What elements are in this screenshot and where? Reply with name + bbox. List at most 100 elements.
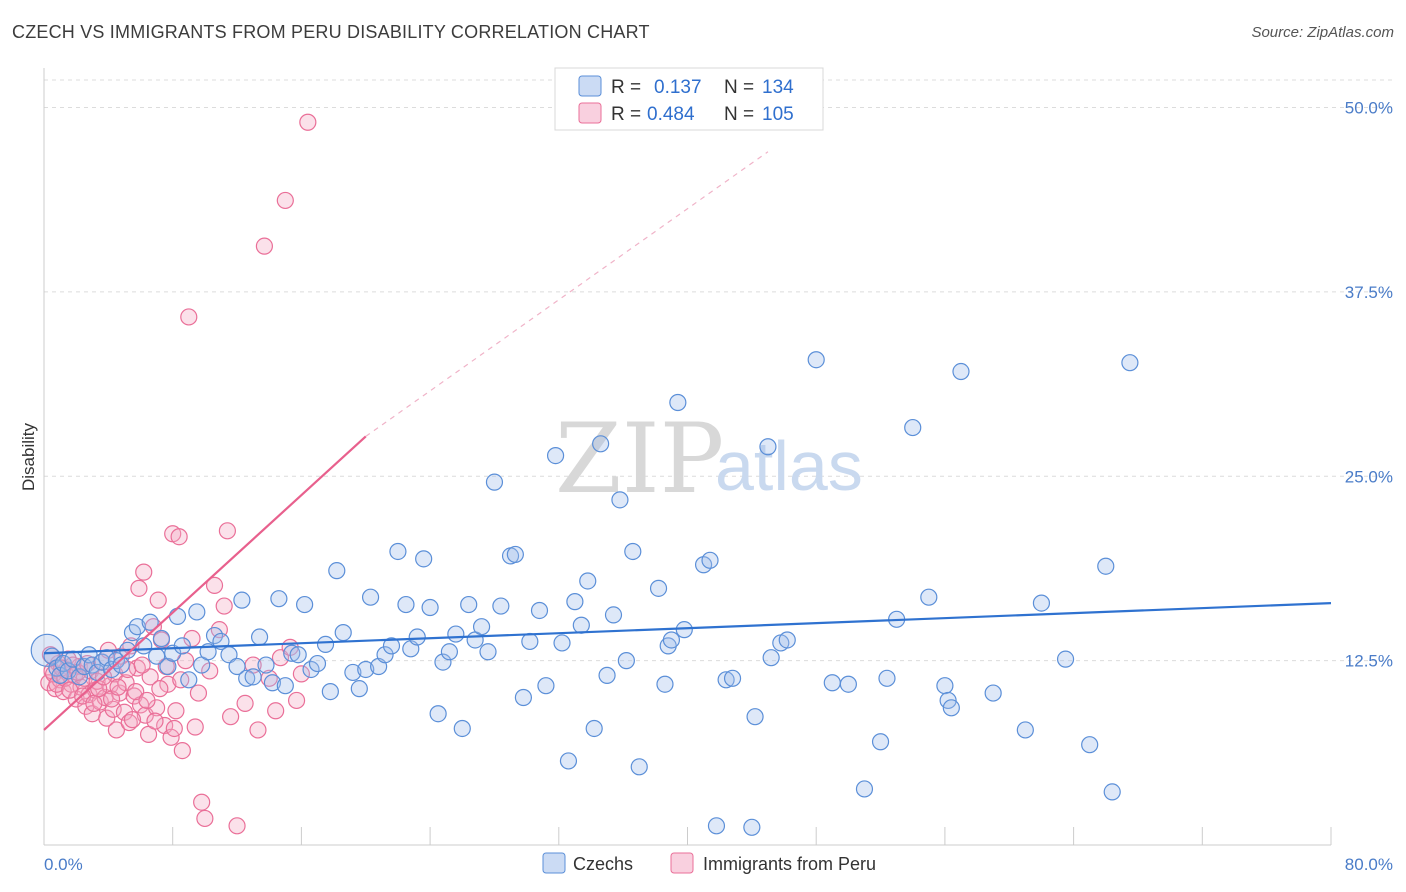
peru-point-73	[267, 702, 285, 720]
czech-point-132	[1103, 783, 1121, 801]
czech-point-85	[566, 593, 584, 611]
bottom-legend-swatch-peru	[670, 852, 694, 874]
czech-point-40	[263, 674, 282, 692]
czech-point-133	[1121, 354, 1139, 372]
peru-point-49	[162, 728, 180, 746]
czech-point-44	[289, 646, 307, 664]
czech-point-120	[904, 418, 922, 437]
peru-point-65	[218, 522, 236, 540]
y-tick-label-2: 37.5%	[1345, 283, 1393, 302]
peru-point-66	[222, 708, 240, 726]
czech-point-23	[159, 657, 177, 676]
czech-point-130	[1081, 736, 1099, 754]
czech-point-58	[382, 637, 401, 655]
czech-point-94	[624, 542, 642, 561]
legend-swatch-czechs	[578, 75, 602, 97]
czech-point-38	[250, 628, 269, 646]
peru-point-62	[205, 576, 224, 595]
peru-point-59	[193, 793, 211, 811]
czech-point-121	[920, 588, 938, 606]
czech-point-101	[675, 621, 693, 639]
czech-point-69	[453, 719, 471, 738]
peru-point-77	[287, 691, 306, 710]
czech-point-84	[559, 752, 578, 770]
y-tick-label-1: 25.0%	[1345, 467, 1393, 486]
czech-point-25	[168, 607, 187, 625]
peru-point-96	[123, 711, 142, 729]
legend-n-value-2: 105	[762, 104, 794, 125]
czech-point-115	[839, 675, 857, 693]
czech-point-82	[546, 447, 565, 465]
czech-point-122	[936, 677, 954, 695]
czech-point-118	[878, 669, 896, 687]
peru-trend-extension	[365, 151, 769, 437]
czech-point-103	[701, 551, 719, 569]
peru-point-33	[120, 713, 138, 732]
peru-point-71	[255, 237, 273, 255]
czech-point-35	[233, 591, 251, 609]
czech-point-110	[762, 649, 780, 667]
czech-point-31	[205, 626, 224, 645]
legend-n-value-1: 134	[762, 77, 794, 98]
czech-point-47	[308, 654, 327, 673]
czech-point-105	[717, 671, 735, 689]
series-legend: Czechs Immigrants from Peru	[542, 852, 876, 874]
czech-point-107	[743, 818, 761, 836]
watermark: ZIP atlas	[555, 403, 863, 515]
peru-point-103	[165, 719, 183, 738]
czech-point-26	[173, 637, 191, 655]
peru-point-53	[173, 741, 191, 760]
czech-point-89	[592, 435, 610, 453]
czech-point-27	[180, 671, 198, 689]
czech-point-127	[1016, 721, 1034, 739]
czech-point-55	[361, 588, 380, 606]
czech-point-93	[617, 652, 635, 670]
correlation-legend: R = 0.137 N = 134 R = 0.484 N = 105	[554, 67, 824, 131]
watermark-atlas: atlas	[715, 427, 863, 505]
legend-n-label-2: N =	[724, 104, 754, 125]
czech-point-104	[707, 817, 726, 835]
czech-point-100	[669, 393, 687, 412]
x-tick-label-max: 80.0%	[1345, 855, 1393, 874]
czech-point-57	[376, 646, 394, 664]
legend-swatch-peru	[578, 102, 602, 124]
czech-point-108	[746, 708, 764, 726]
legend-n-label-1: N =	[724, 77, 754, 98]
y-tick-label-0: 12.5%	[1345, 652, 1393, 671]
czech-point-68	[447, 625, 465, 643]
czech-point-48	[316, 635, 335, 654]
peru-point-42	[141, 668, 159, 686]
peru-point-99	[138, 691, 156, 710]
czech-point-90	[598, 666, 616, 684]
czech-point-77	[506, 545, 524, 564]
czech-point-99	[662, 631, 681, 649]
czech-point-81	[537, 677, 555, 695]
legend-r-value-2: 0.484	[647, 104, 695, 125]
trend-lines	[43, 151, 1332, 731]
source-label: Source: ZipAtlas.com	[1251, 24, 1394, 41]
czech-point-97	[656, 675, 674, 693]
czech-point-88	[585, 719, 603, 738]
czech-point-53	[350, 680, 368, 698]
legend-r-value-1: 0.137	[654, 77, 702, 98]
czech-point-50	[328, 562, 346, 580]
czech-point-112	[778, 631, 796, 649]
czech-point-62	[408, 628, 426, 646]
x-tick-label-min: 0.0%	[44, 855, 83, 874]
peru-point-79	[299, 113, 317, 131]
czech-point-59	[389, 542, 407, 561]
czech-point-109	[759, 438, 777, 456]
peru-point-48	[159, 675, 177, 693]
czech-point-54	[357, 660, 375, 679]
legend-r-label-1: R =	[611, 77, 641, 98]
czech-point-18	[128, 618, 146, 636]
watermark-zip: ZIP	[555, 403, 724, 515]
czech-point-117	[871, 733, 890, 751]
bottom-legend-swatch-czechs	[542, 852, 566, 874]
peru-point-70	[249, 721, 267, 739]
czech-point-106	[723, 669, 742, 687]
czech-point-87	[579, 572, 597, 590]
czech-point-116	[855, 780, 874, 798]
peru-trend-line	[43, 435, 367, 731]
